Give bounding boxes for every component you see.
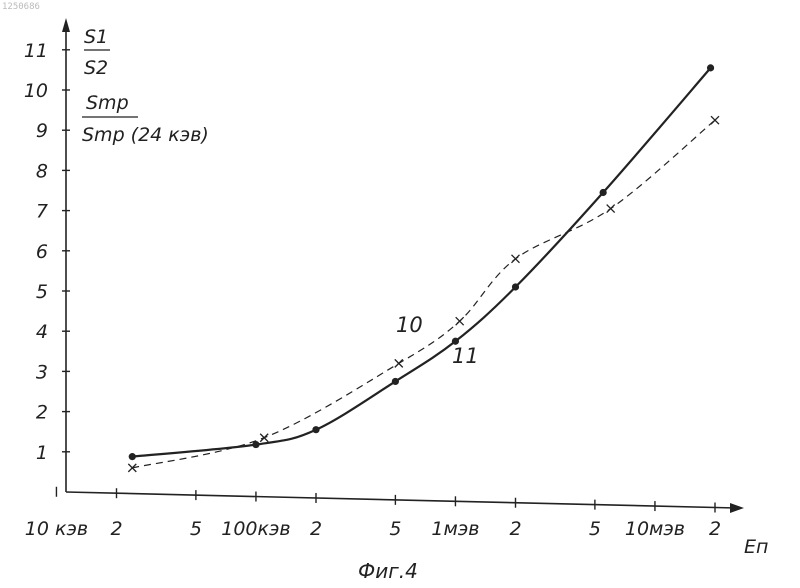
series-line-11 (132, 67, 712, 458)
x-tick-label: 2 (709, 518, 721, 540)
x-tick-label: 1мэв (431, 518, 479, 540)
y-label-smp: Smp (86, 92, 129, 114)
y-tick-label: 11 (24, 40, 48, 62)
y-tick-label: 8 (36, 160, 48, 182)
y-tick-label: 2 (36, 402, 48, 424)
y-axis-label: S1 S2 Smp Smp (24 кэв) (82, 26, 209, 146)
data-point-series-10 (455, 316, 465, 326)
y-label-smp-24kev: Smp (24 кэв) (82, 124, 209, 146)
data-point-series-11 (252, 440, 260, 449)
y-label-s2: S2 (84, 57, 108, 79)
data-point-series-11 (128, 453, 136, 461)
y-tick-label: 5 (36, 281, 48, 303)
x-axis-label: Eп (744, 536, 768, 558)
y-tick-label: 10 (24, 80, 48, 102)
data-point-series-10 (606, 204, 616, 214)
data-point-series-11 (391, 377, 399, 386)
y-tick-label: 6 (36, 241, 48, 263)
document-id: 1250686 (2, 2, 40, 12)
data-point-series-10 (710, 115, 720, 125)
x-tick-label: 5 (190, 518, 202, 540)
x-tick-label: 5 (389, 518, 401, 540)
y-tick-label: 9 (36, 120, 48, 142)
y-tick-label: 3 (36, 361, 48, 383)
data-point-series-11 (511, 283, 520, 291)
figure-caption: Фиг.4 (358, 559, 418, 583)
x-tick-label: 10 кэв (25, 518, 88, 540)
data-point-series-11 (706, 64, 715, 72)
x-tick-label: 5 (589, 518, 601, 540)
y-axis-arrow (62, 18, 70, 32)
x-tick-label: 10мэв (625, 518, 685, 540)
data-point-series-11 (451, 337, 460, 345)
series (127, 64, 720, 473)
y-ticks: 1 2 3 4 5 6 7 8 9 10 11 (24, 40, 70, 464)
series-line-10 (132, 119, 716, 469)
x-tick-label: 2 (509, 518, 521, 540)
series-label-10: 10 (396, 313, 423, 337)
x-tick-label: 2 (310, 518, 322, 540)
x-tick-label: 100кэв (221, 518, 290, 540)
y-tick-label: 7 (36, 201, 48, 223)
data-point-series-11 (599, 188, 607, 197)
y-tick-label: 1 (36, 442, 48, 464)
data-point-series-10 (394, 358, 404, 368)
x-ticks: 10 кэв 2 5 100кэв 2 5 1мэв 2 5 10мэв 2 (25, 486, 721, 540)
y-tick-label: 4 (36, 321, 48, 343)
x-tick-label: 2 (110, 518, 122, 540)
data-point-series-10 (511, 254, 520, 264)
axes (62, 18, 744, 513)
series-label-11: 11 (452, 344, 479, 368)
data-point-series-10 (127, 463, 137, 473)
data-point-series-11 (312, 426, 320, 434)
x-axis (65, 491, 737, 509)
x-axis-arrow (730, 503, 744, 513)
y-label-s1: S1 (84, 26, 108, 48)
data-point-series-10 (259, 433, 269, 443)
